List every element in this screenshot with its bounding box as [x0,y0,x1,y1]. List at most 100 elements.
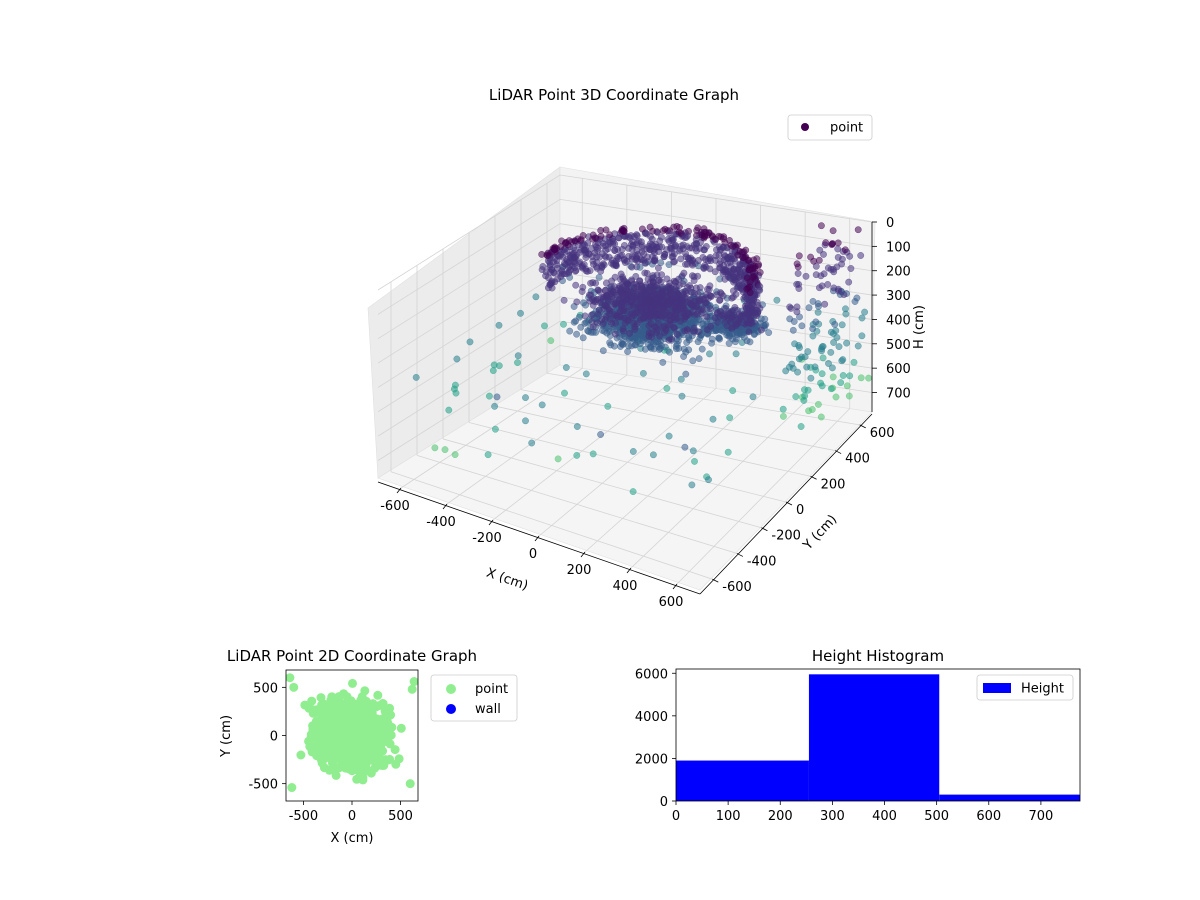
point-3d [827,328,835,336]
point-3d [625,252,633,260]
point-3d [699,253,707,261]
point-3d [679,241,687,249]
point-3d [619,273,626,281]
point-3d [839,372,847,379]
point-3d [726,414,734,422]
point-2d [366,731,376,741]
point-3d [701,262,709,269]
point-3d [827,385,835,393]
legend-2d-marker-wall [446,704,456,714]
chart-histogram: Height Histogram 0 100 200 300 400 500 600 7000… [635,647,1081,824]
y-tick-3d [761,527,768,532]
point-3d [854,342,862,350]
point-3d [717,257,725,265]
point-3d [794,270,802,277]
point-3d [779,412,787,420]
point-3d [748,301,756,309]
point-3d [790,318,798,325]
point-3d [713,291,721,299]
point-3d [831,321,839,328]
point-3d [691,457,698,465]
point-3d [532,293,540,301]
legend-2d-label-point: point [475,682,508,697]
point-3d [664,235,672,243]
x-tick-3d [580,551,586,558]
point-3d [689,447,697,455]
point-3d [822,239,830,247]
point-3d [724,448,732,456]
point-3d [698,345,706,353]
point-3d [587,279,595,287]
point-3d [412,373,420,381]
point-3d [624,317,632,325]
point-2d [350,732,360,742]
point-3d [655,248,663,256]
point-3d [666,348,673,356]
point-3d [865,374,873,382]
point-3d [573,298,581,306]
y-tick-3d [810,475,817,480]
point-3d [798,322,806,330]
y-tick-3d [834,450,842,454]
point-3d [748,295,756,303]
point-3d [744,257,752,264]
point-3d [716,312,724,320]
point-3d [495,321,503,329]
point-3d [846,252,854,260]
point-3d [612,261,620,269]
point-2d [407,684,417,694]
point-3d [674,314,682,322]
y-tick-label-2d: 500 [253,681,278,696]
point-3d [581,246,589,254]
x-tick-label-3d: -400 [426,515,456,530]
point-3d [805,304,813,312]
point-3d [745,310,752,318]
point-3d [779,405,787,413]
point-3d [814,400,822,408]
histogram-title: Height Histogram [812,647,944,665]
x-tick-label-2d: -500 [289,809,319,824]
point-2d [286,673,295,683]
point-3d [809,332,817,340]
point-3d [582,254,590,261]
point-3d [681,315,689,323]
point-3d [829,373,837,381]
point-3d [740,295,748,302]
point-3d [686,282,693,290]
point-3d [729,387,737,395]
point-3d [845,392,853,400]
point-3d [703,313,711,321]
y-tick-label-3d: -200 [771,529,801,544]
point-3d [713,326,721,334]
point-3d [522,394,529,402]
point-2d [289,682,299,692]
point-3d [528,439,536,447]
point-3d [673,330,681,338]
points-2d [286,673,418,793]
point-2d [315,724,325,734]
point-3d [818,382,826,390]
point-3d [803,363,811,371]
x-tick-label-3d: -200 [472,531,502,546]
point-3d [728,294,736,302]
point-3d [551,245,559,253]
point-3d [630,311,638,319]
y-tick-label-histogram: 4000 [635,710,668,725]
point-3d [568,262,576,270]
grid-line-z [377,174,873,291]
point-3d [681,443,689,451]
point-3d [794,263,802,271]
point-3d [825,360,832,367]
point-3d [651,256,658,264]
grid-line-y-floor [468,422,787,503]
point-3d [541,322,548,330]
point-3d [727,263,735,271]
plot-frame-histogram [675,668,1081,802]
legend-2d-label-wall: wall [475,702,501,717]
y-tick-label-histogram: 0 [660,795,668,810]
histogram-bar [676,760,809,801]
point-3d [845,278,853,286]
point-3d [841,246,849,254]
grid-line-z [377,345,873,461]
point-3d [654,229,661,236]
